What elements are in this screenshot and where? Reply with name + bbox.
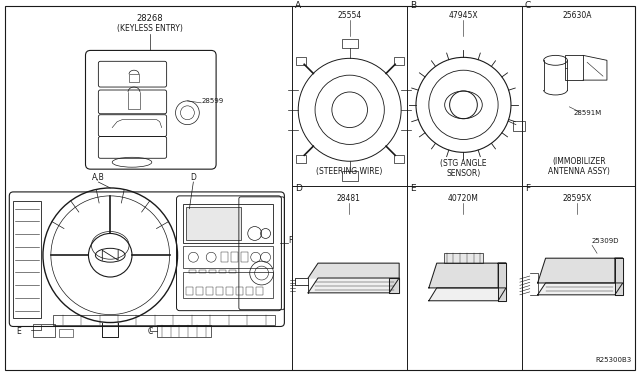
Text: E: E	[410, 184, 415, 193]
Polygon shape	[308, 278, 399, 293]
Text: (STEERING WIRE): (STEERING WIRE)	[317, 167, 383, 176]
Text: ANTENNA ASSY): ANTENNA ASSY)	[548, 167, 610, 176]
Bar	[394, 155, 404, 163]
Bar	[444, 253, 483, 263]
Polygon shape	[498, 263, 506, 301]
Text: F: F	[525, 184, 530, 193]
Bar	[246, 287, 253, 295]
Bar	[513, 121, 525, 131]
Bar	[189, 270, 196, 273]
Bar	[241, 252, 248, 262]
Text: 40720M: 40720M	[448, 194, 479, 203]
Text: (KEYLESS ENTRY): (KEYLESS ENTRY)	[117, 24, 183, 33]
Polygon shape	[615, 258, 623, 295]
Text: D: D	[295, 184, 302, 193]
Bar	[196, 287, 204, 295]
Bar	[184, 246, 273, 268]
Text: 28268: 28268	[136, 14, 163, 23]
Bar	[216, 287, 223, 295]
Bar	[59, 330, 72, 337]
Text: 28599: 28599	[201, 98, 223, 104]
Text: 25630A: 25630A	[563, 11, 592, 20]
Polygon shape	[389, 278, 399, 293]
Bar	[199, 270, 206, 273]
Text: 25554: 25554	[337, 11, 362, 20]
Bar	[129, 74, 139, 82]
Bar	[184, 272, 273, 298]
Bar	[226, 287, 233, 295]
Bar	[296, 57, 306, 65]
Text: C: C	[525, 1, 531, 10]
Polygon shape	[538, 258, 623, 283]
Text: SENSOR): SENSOR)	[446, 169, 481, 178]
Bar	[236, 287, 243, 295]
Bar	[565, 55, 583, 80]
Bar	[219, 270, 226, 273]
Bar	[394, 57, 404, 65]
Bar	[342, 171, 358, 181]
Text: 28595X: 28595X	[563, 194, 592, 203]
Polygon shape	[538, 283, 623, 295]
Text: 47945X: 47945X	[449, 11, 478, 20]
Bar	[209, 270, 216, 273]
Text: A: A	[295, 1, 301, 10]
Text: F: F	[289, 236, 292, 246]
Bar	[221, 252, 228, 262]
Text: B: B	[410, 1, 416, 10]
Bar	[206, 287, 213, 295]
Bar	[53, 315, 275, 324]
Polygon shape	[429, 288, 506, 301]
Bar	[186, 207, 241, 240]
Text: (STG ANGLE: (STG ANGLE	[440, 159, 487, 168]
Bar	[33, 324, 55, 337]
Bar	[342, 39, 358, 48]
Text: C: C	[147, 327, 152, 336]
Bar	[296, 155, 306, 163]
Polygon shape	[429, 263, 506, 288]
Bar	[157, 326, 211, 337]
Text: (IMMOBILIZER: (IMMOBILIZER	[552, 157, 606, 166]
Text: A,B: A,B	[92, 173, 105, 182]
Text: E: E	[16, 327, 20, 336]
Text: D: D	[191, 173, 196, 182]
Polygon shape	[308, 263, 399, 278]
Bar	[184, 204, 273, 243]
Bar	[231, 252, 238, 262]
Bar	[256, 287, 262, 295]
Bar	[229, 270, 236, 273]
Bar	[13, 201, 41, 318]
Text: 28481: 28481	[337, 194, 360, 203]
Text: 28591M: 28591M	[573, 110, 601, 116]
Text: 25309D: 25309D	[591, 238, 619, 244]
Text: R25300B3: R25300B3	[595, 357, 632, 363]
Bar	[186, 287, 193, 295]
